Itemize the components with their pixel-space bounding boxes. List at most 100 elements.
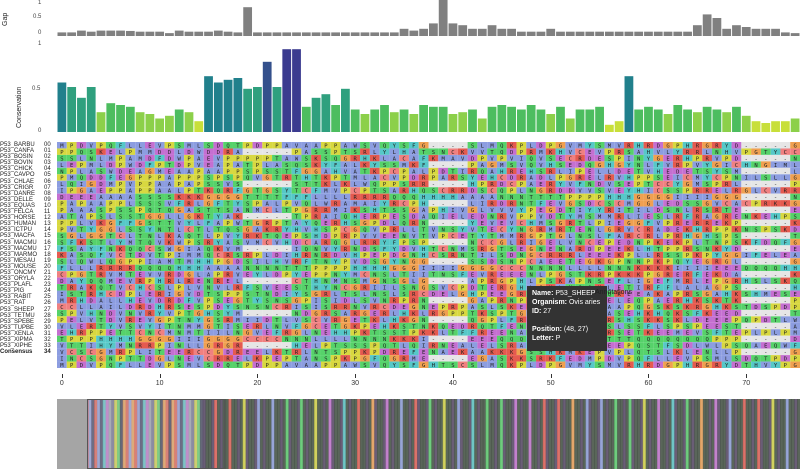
residue-cell[interactable]	[164, 142, 175, 149]
residue-cell[interactable]	[262, 154, 273, 162]
sequence-label[interactable]: P53_CANFA 01	[0, 148, 55, 154]
residue-cell[interactable]	[555, 148, 566, 155]
residue-cell[interactable]	[614, 154, 625, 162]
residue-cell[interactable]	[663, 174, 673, 181]
sequence-label[interactable]: P53_HORSE 12	[0, 215, 55, 221]
residue-cell[interactable]	[790, 161, 800, 168]
residue-cell[interactable]	[369, 148, 380, 155]
residue-cell[interactable]	[135, 142, 145, 149]
sequence-label[interactable]: P53_PIG 24	[0, 288, 55, 294]
residue-cell[interactable]	[663, 161, 673, 168]
residue-cell[interactable]	[330, 174, 341, 181]
residue-cell[interactable]	[506, 154, 517, 162]
residue-cell[interactable]	[242, 142, 253, 149]
residue-cell[interactable]	[751, 161, 761, 168]
residue-cell[interactable]	[399, 142, 409, 149]
residue-cell[interactable]	[340, 161, 351, 168]
residue-cell[interactable]	[96, 174, 106, 181]
residue-cell[interactable]	[770, 154, 781, 162]
residue-cell[interactable]	[457, 161, 468, 168]
residue-cell[interactable]	[457, 148, 468, 155]
residue-cell[interactable]	[721, 142, 732, 149]
residue-cell[interactable]	[66, 174, 77, 181]
residue-cell[interactable]	[438, 161, 449, 168]
sequence-label[interactable]: P53_SPEBE 29	[0, 319, 55, 325]
residue-cell[interactable]	[399, 167, 409, 175]
residue-cell[interactable]	[477, 161, 488, 168]
residue-cell[interactable]	[692, 154, 703, 162]
residue-cell[interactable]	[741, 174, 752, 181]
residue-cell[interactable]	[418, 154, 429, 162]
residue-cell[interactable]	[242, 167, 253, 175]
residue-cell[interactable]	[115, 142, 126, 149]
residue-cell[interactable]	[467, 161, 478, 168]
residue-cell[interactable]	[389, 174, 400, 181]
residue-cell[interactable]	[702, 148, 713, 155]
residue-cell[interactable]	[86, 174, 97, 181]
residue-cell[interactable]	[712, 154, 722, 162]
residue-cell[interactable]	[203, 167, 214, 175]
residue-cell[interactable]	[144, 167, 155, 175]
residue-cell[interactable]	[320, 148, 331, 155]
residue-cell[interactable]	[154, 142, 165, 149]
residue-cell[interactable]	[702, 161, 713, 168]
residue-cell[interactable]	[418, 142, 429, 149]
residue-cell[interactable]	[790, 142, 800, 149]
residue-cell[interactable]	[76, 148, 87, 155]
residue-cell[interactable]	[760, 154, 771, 162]
residue-cell[interactable]	[692, 148, 703, 155]
residue-cell[interactable]	[545, 167, 556, 175]
residue-cell[interactable]	[780, 167, 791, 175]
residue-cell[interactable]	[105, 154, 116, 162]
residue-cell[interactable]	[418, 174, 429, 181]
residue-cell[interactable]	[164, 167, 175, 175]
residue-cell[interactable]	[301, 161, 312, 168]
residue-cell[interactable]	[360, 154, 370, 162]
residue-cell[interactable]	[692, 174, 703, 181]
residue-cell[interactable]	[575, 142, 585, 149]
residue-cell[interactable]	[281, 154, 292, 162]
residue-cell[interactable]	[467, 148, 478, 155]
residue-cell[interactable]	[115, 174, 126, 181]
residue-cell[interactable]	[770, 174, 781, 181]
residue-cell[interactable]	[780, 142, 791, 149]
residue-cell[interactable]	[712, 148, 722, 155]
residue-cell[interactable]	[252, 161, 263, 168]
residue-cell[interactable]	[389, 148, 400, 155]
residue-cell[interactable]	[624, 154, 634, 162]
residue-cell[interactable]	[272, 148, 282, 155]
residue-cell[interactable]	[203, 174, 214, 181]
residue-cell[interactable]	[369, 174, 380, 181]
residue-cell[interactable]	[487, 148, 497, 155]
residue-cell[interactable]	[565, 148, 576, 155]
residue-cell[interactable]	[584, 154, 595, 162]
residue-cell[interactable]	[291, 167, 302, 175]
residue-cell[interactable]	[76, 154, 87, 162]
residue-cell[interactable]	[105, 167, 116, 175]
residue-cell[interactable]	[780, 148, 791, 155]
sequence-label[interactable]: P53_ONCMY 21	[0, 270, 55, 276]
residue-cell[interactable]	[272, 174, 282, 181]
residue-cell[interactable]	[545, 161, 556, 168]
residue-cell[interactable]	[457, 174, 468, 181]
residue-cell[interactable]	[135, 161, 145, 168]
residue-cell[interactable]	[536, 167, 546, 175]
residue-cell[interactable]	[526, 148, 537, 155]
residue-cell[interactable]	[76, 174, 87, 181]
residue-cell[interactable]	[760, 142, 771, 149]
residue-cell[interactable]	[213, 174, 224, 181]
residue-cell[interactable]	[467, 167, 478, 175]
residue-cell[interactable]	[340, 142, 351, 149]
sequence-label[interactable]: P53_MESAU 19	[0, 258, 55, 264]
residue-cell[interactable]	[448, 148, 458, 155]
residue-cell[interactable]	[350, 161, 361, 168]
residue-cell[interactable]	[643, 167, 654, 175]
residue-cell[interactable]	[653, 142, 664, 149]
residue-cell[interactable]	[721, 167, 732, 175]
residue-cell[interactable]	[575, 161, 585, 168]
residue-cell[interactable]	[66, 180, 77, 188]
residue-cell[interactable]	[438, 142, 449, 149]
residue-cell[interactable]	[536, 154, 546, 162]
sequence-label[interactable]: P53_RAT 26	[0, 300, 55, 306]
residue-cell[interactable]	[115, 154, 126, 162]
